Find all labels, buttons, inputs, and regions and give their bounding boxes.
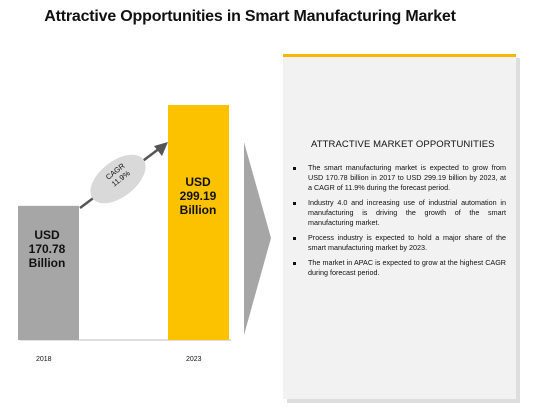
cagr-arrow-head: [154, 142, 168, 156]
bar-2023: [168, 105, 229, 340]
panel-heading: ATTRACTIVE MARKET OPPORTUNITIES: [311, 139, 495, 150]
list-item: The smart manufacturing market is expect…: [291, 163, 506, 193]
x-tick-label-2023: 2023: [186, 356, 202, 363]
chart-title: Attractive Opportunities in Smart Manufa…: [44, 8, 456, 25]
chevron-arrow: [244, 142, 271, 335]
opportunities-panel: ATTRACTIVE MARKET OPPORTUNITIES The smar…: [283, 54, 516, 399]
list-item: Industry 4.0 and increasing use of indus…: [291, 198, 506, 228]
bar-value-label-2023: USD 299.19 Billion: [179, 175, 217, 217]
cagr-callout: [79, 142, 168, 209]
bar-2018: [18, 205, 79, 340]
list-item: Process industry is expected to hold a m…: [291, 233, 506, 253]
opportunity-list: The smart manufacturing market is expect…: [291, 163, 506, 283]
x-tick-label-2018: 2018: [36, 356, 52, 363]
bar-value-label-2018: USD 170.78 Billion: [28, 228, 66, 270]
cagr-ellipse: [90, 154, 146, 204]
list-item: The market in APAC is expected to grow a…: [291, 258, 506, 278]
